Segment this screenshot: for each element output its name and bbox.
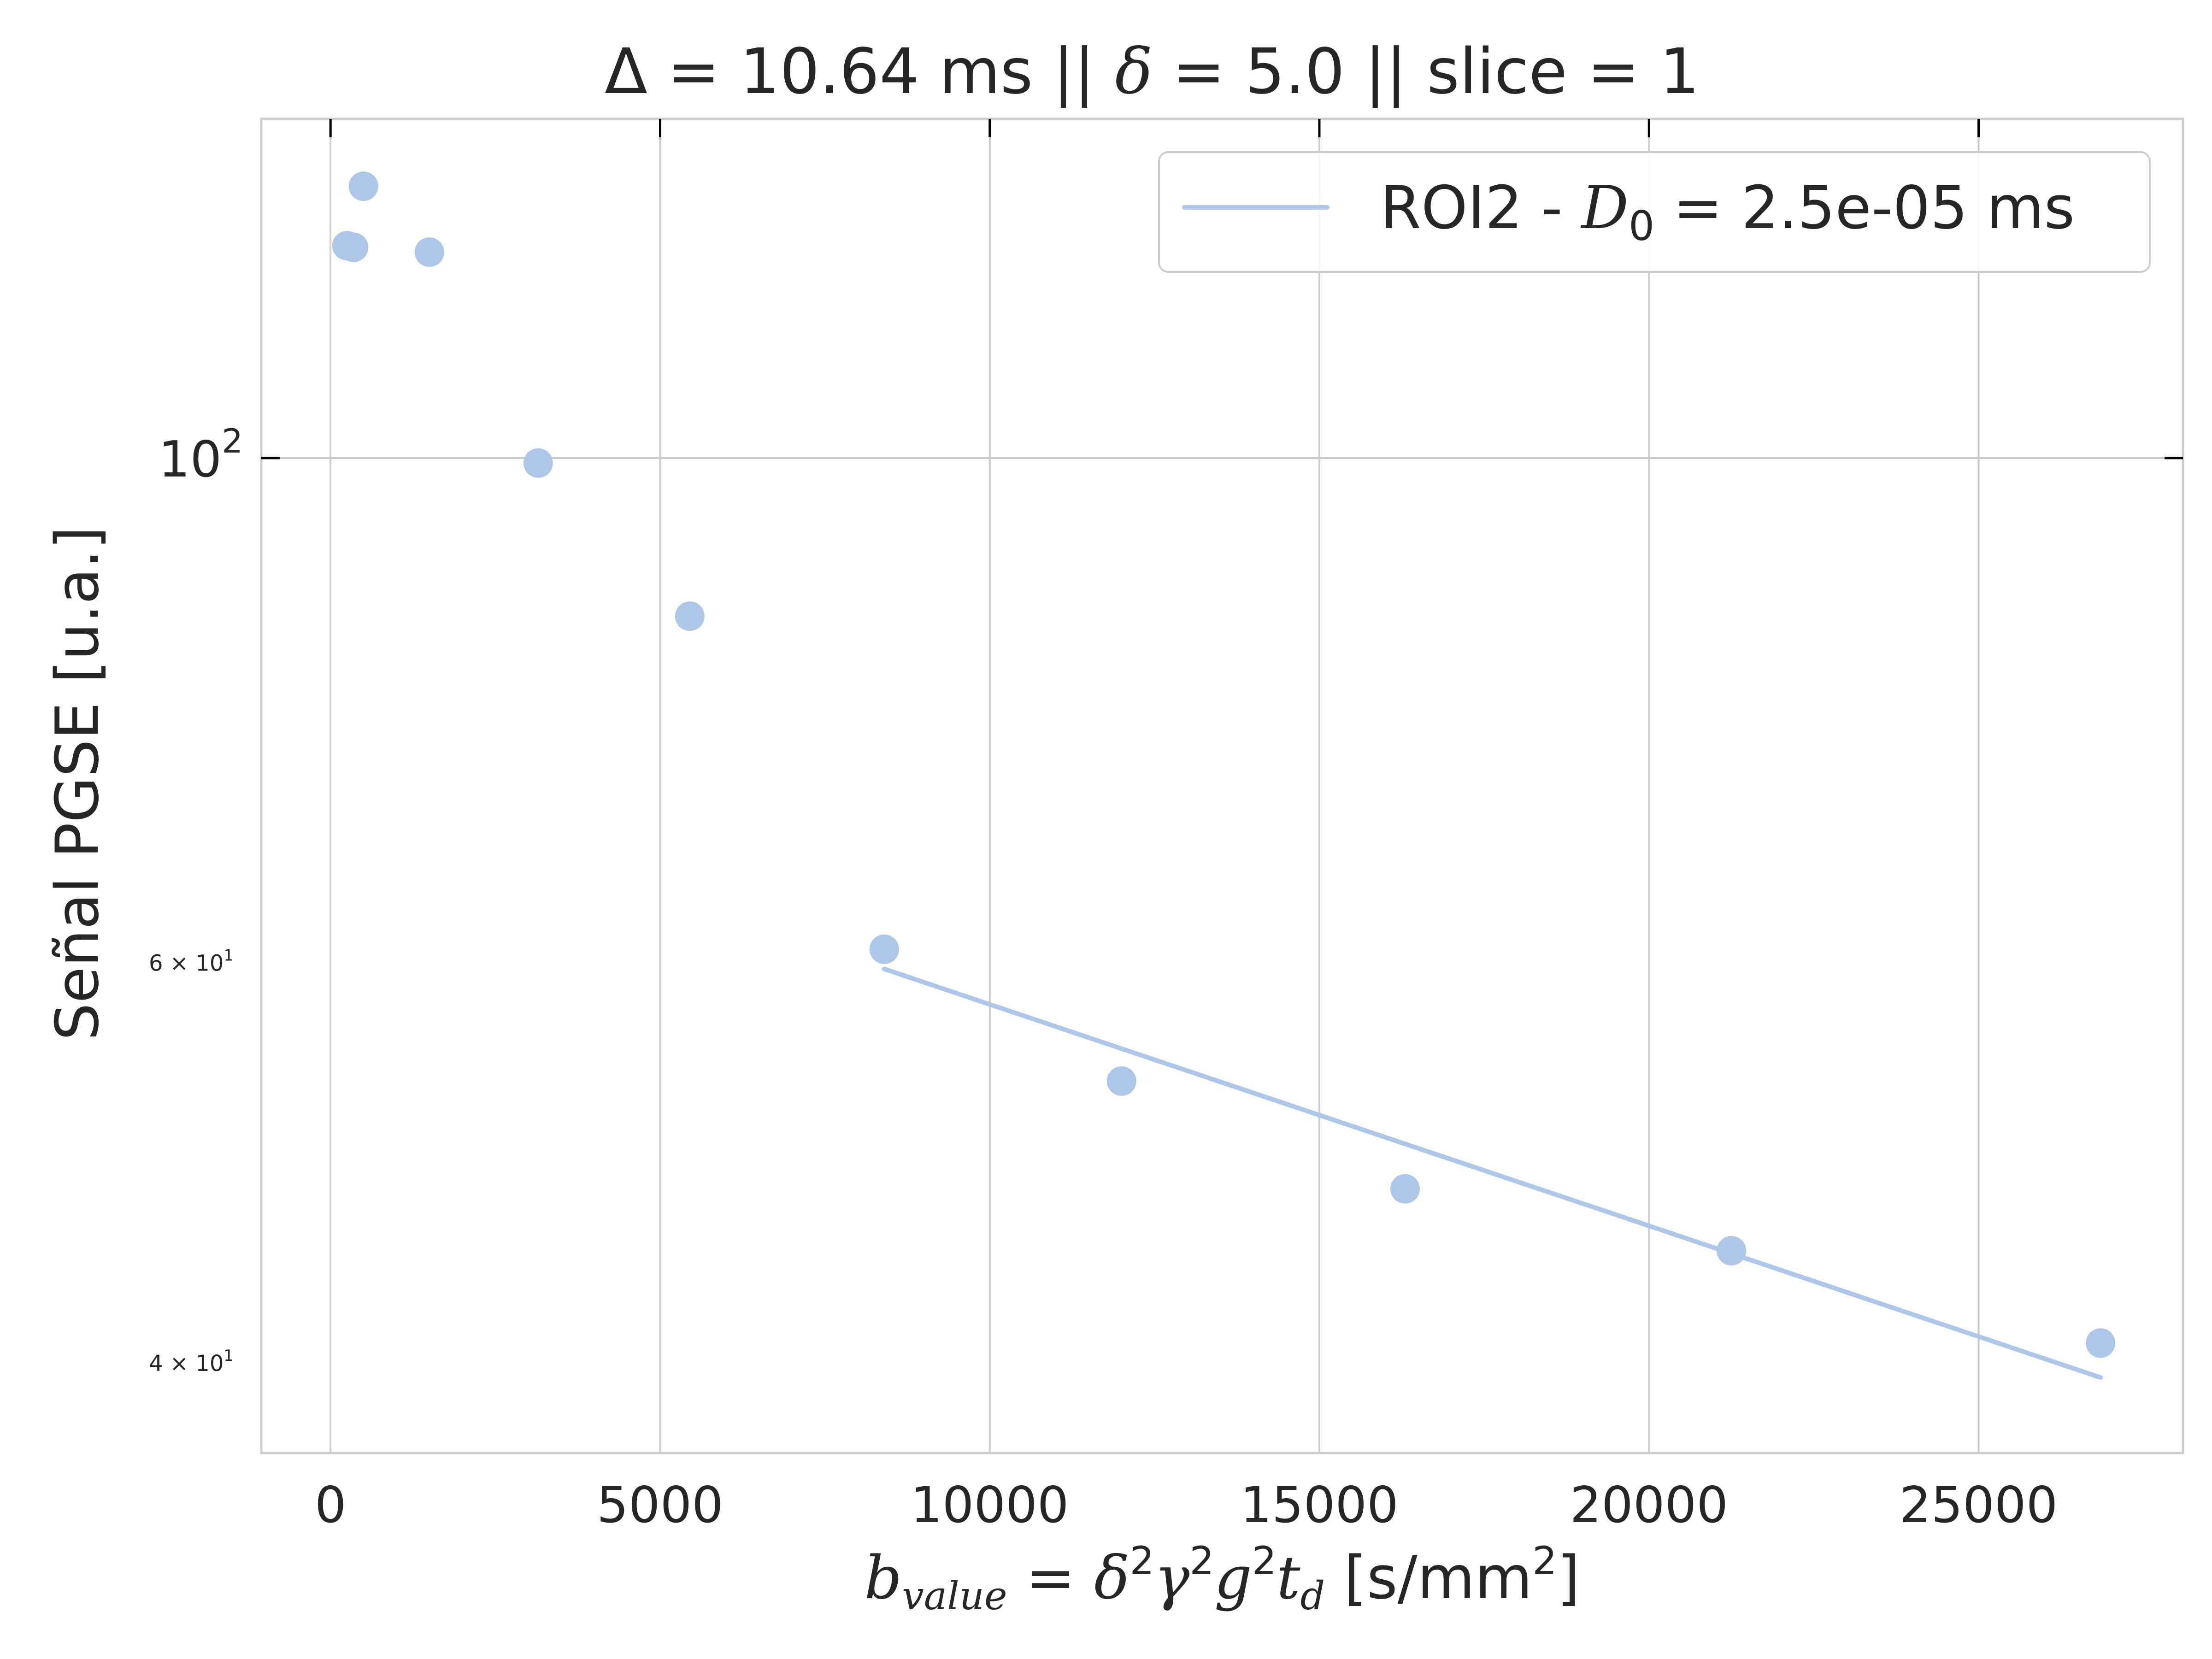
- xlabel-t: t: [1277, 1544, 1300, 1612]
- y-tick-base: 4 × 10: [149, 1351, 224, 1377]
- xlabel-g: g: [1214, 1544, 1252, 1612]
- plot-frame: [260, 118, 2184, 1454]
- legend-sub: 0: [1629, 202, 1654, 250]
- x-tick-label: 5000: [597, 1477, 724, 1534]
- fit-line: [882, 966, 2103, 1380]
- title-part-2: = 5.0 || slice = 1: [1153, 35, 1700, 108]
- data-point: [414, 237, 444, 267]
- legend-prefix: ROI2 -: [1380, 174, 1581, 242]
- xlabel-eq: =: [1007, 1544, 1094, 1612]
- y-tick-exponent: 2: [222, 422, 243, 460]
- chart-title: Δ = 10.64 ms || δ = 5.0 || slice = 1: [605, 35, 1700, 108]
- legend-box: [1158, 151, 2151, 273]
- data-point: [675, 601, 705, 631]
- data-point: [2086, 1328, 2116, 1358]
- x-tick-label: 0: [315, 1477, 347, 1534]
- legend: ROI2 - D0 = 2.5e-05 ms: [1158, 151, 2151, 273]
- xlabel-gamma: γ: [1154, 1544, 1190, 1612]
- xlabel-sq1: 2: [1130, 1538, 1154, 1583]
- x-axis-label: bvalue = δ2γ2g2td [s/mm2]: [864, 1538, 1580, 1618]
- xlabel-value-sub: value: [902, 1573, 1007, 1618]
- data-point: [869, 934, 899, 964]
- xlabel-units-sup: 2: [1532, 1538, 1557, 1583]
- x-tick-label: 15000: [1240, 1477, 1399, 1534]
- x-tick-labels: 0 5000 10000 15000 20000 25000: [315, 1477, 2058, 1534]
- data-point: [1106, 1066, 1136, 1096]
- x-tick-label: 20000: [1570, 1477, 1728, 1534]
- data-point: [523, 448, 553, 478]
- xlabel-units-end: ]: [1557, 1544, 1580, 1612]
- y-tick-exponent: 1: [224, 1347, 234, 1365]
- xlabel-d-sub: d: [1300, 1573, 1325, 1618]
- y-tick-label: 4 × 101: [149, 1347, 234, 1377]
- x-tick-label: 25000: [1900, 1477, 2058, 1534]
- y-tick-label: 6 × 101: [149, 946, 234, 976]
- data-point: [1717, 1236, 1747, 1266]
- y-tick-base: 6 × 10: [149, 950, 224, 976]
- xlabel-sq3: 2: [1252, 1538, 1277, 1583]
- title-part-1: = 10.64 ms ||: [647, 35, 1115, 108]
- title-delta-cap: Δ: [605, 35, 647, 108]
- data-point: [339, 232, 369, 262]
- tick-marks: [261, 119, 2183, 459]
- data-point: [348, 171, 378, 201]
- title-delta: δ: [1115, 35, 1153, 108]
- y-tick-exponent: 1: [224, 946, 234, 965]
- x-tick-label: 10000: [911, 1477, 1069, 1534]
- series-layer: [332, 171, 2116, 1380]
- xlabel-b: b: [864, 1544, 902, 1612]
- xlabel-delta: δ: [1094, 1544, 1130, 1612]
- y-axis-label: Señal PGSE [u.a.]: [43, 526, 112, 1041]
- y-tick-label: 102: [159, 422, 243, 488]
- legend-label: ROI2 - D0 = 2.5e-05 ms: [1380, 174, 2075, 250]
- xlabel-units: [s/mm: [1325, 1544, 1532, 1612]
- legend-sym: D: [1580, 174, 1629, 242]
- xlabel-sq2: 2: [1189, 1538, 1214, 1583]
- grid: [261, 119, 2183, 1453]
- y-tick-base: 10: [159, 431, 222, 488]
- data-point: [1390, 1174, 1420, 1204]
- legend-suffix: = 2.5e-05 ms: [1654, 174, 2075, 242]
